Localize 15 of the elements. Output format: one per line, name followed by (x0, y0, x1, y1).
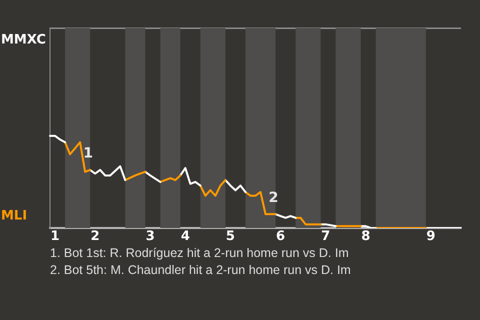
x-tick-label: 1 (50, 229, 60, 244)
x-tick-label: 6 (276, 229, 286, 244)
x-tick-label: 9 (426, 229, 436, 244)
series-label: 2 (268, 190, 278, 206)
x-tick-label: 7 (321, 229, 330, 244)
x-tick-label: 2 (90, 229, 100, 244)
text: 2. Bot 5th: M. Chaundler hit a 2-run home run vs D. Im (50, 262, 351, 279)
x-tick-label: 5 (226, 229, 235, 244)
text: MLI (1, 208, 28, 224)
series-label: 1 (83, 146, 93, 162)
text: 1. Bot 1st: R. Rodríguez hit a 2-run home run vs D. Im (50, 245, 350, 262)
x-tick-label: 3 (146, 229, 155, 244)
text: MMXC (1, 32, 46, 48)
x-tick-label: 4 (180, 229, 190, 244)
x-tick-label: 8 (361, 229, 370, 244)
